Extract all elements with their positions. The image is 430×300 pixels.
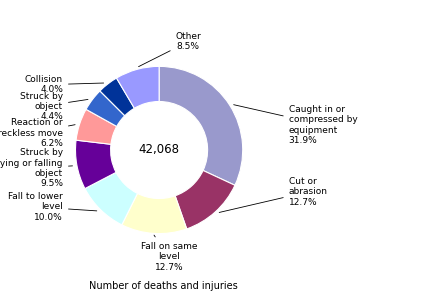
Wedge shape (76, 140, 116, 189)
Wedge shape (122, 194, 187, 234)
Text: Caught in or
compressed by
equipment
31.9%: Caught in or compressed by equipment 31.… (233, 105, 357, 145)
Text: Reaction or
reckless move
6.2%: Reaction or reckless move 6.2% (0, 118, 75, 148)
Text: Cut or
abrasion
12.7%: Cut or abrasion 12.7% (219, 177, 328, 212)
Wedge shape (159, 66, 243, 185)
Text: Struck by
object
4.4%: Struck by object 4.4% (20, 92, 88, 122)
Text: 42,068: 42,068 (138, 143, 180, 157)
Text: Fall to lower
level
10.0%: Fall to lower level 10.0% (8, 192, 97, 222)
Text: Other
8.5%: Other 8.5% (138, 32, 201, 67)
Text: Struck by
flying or falling
object
9.5%: Struck by flying or falling object 9.5% (0, 148, 73, 188)
Wedge shape (86, 91, 125, 126)
Text: Number of deaths and injuries: Number of deaths and injuries (89, 281, 238, 291)
Wedge shape (117, 66, 159, 108)
Wedge shape (175, 170, 235, 229)
Wedge shape (76, 109, 117, 144)
Wedge shape (100, 78, 135, 116)
Wedge shape (85, 172, 138, 225)
Text: Fall on same
level
12.7%: Fall on same level 12.7% (141, 235, 197, 272)
Text: Collision
4.0%: Collision 4.0% (25, 75, 104, 94)
